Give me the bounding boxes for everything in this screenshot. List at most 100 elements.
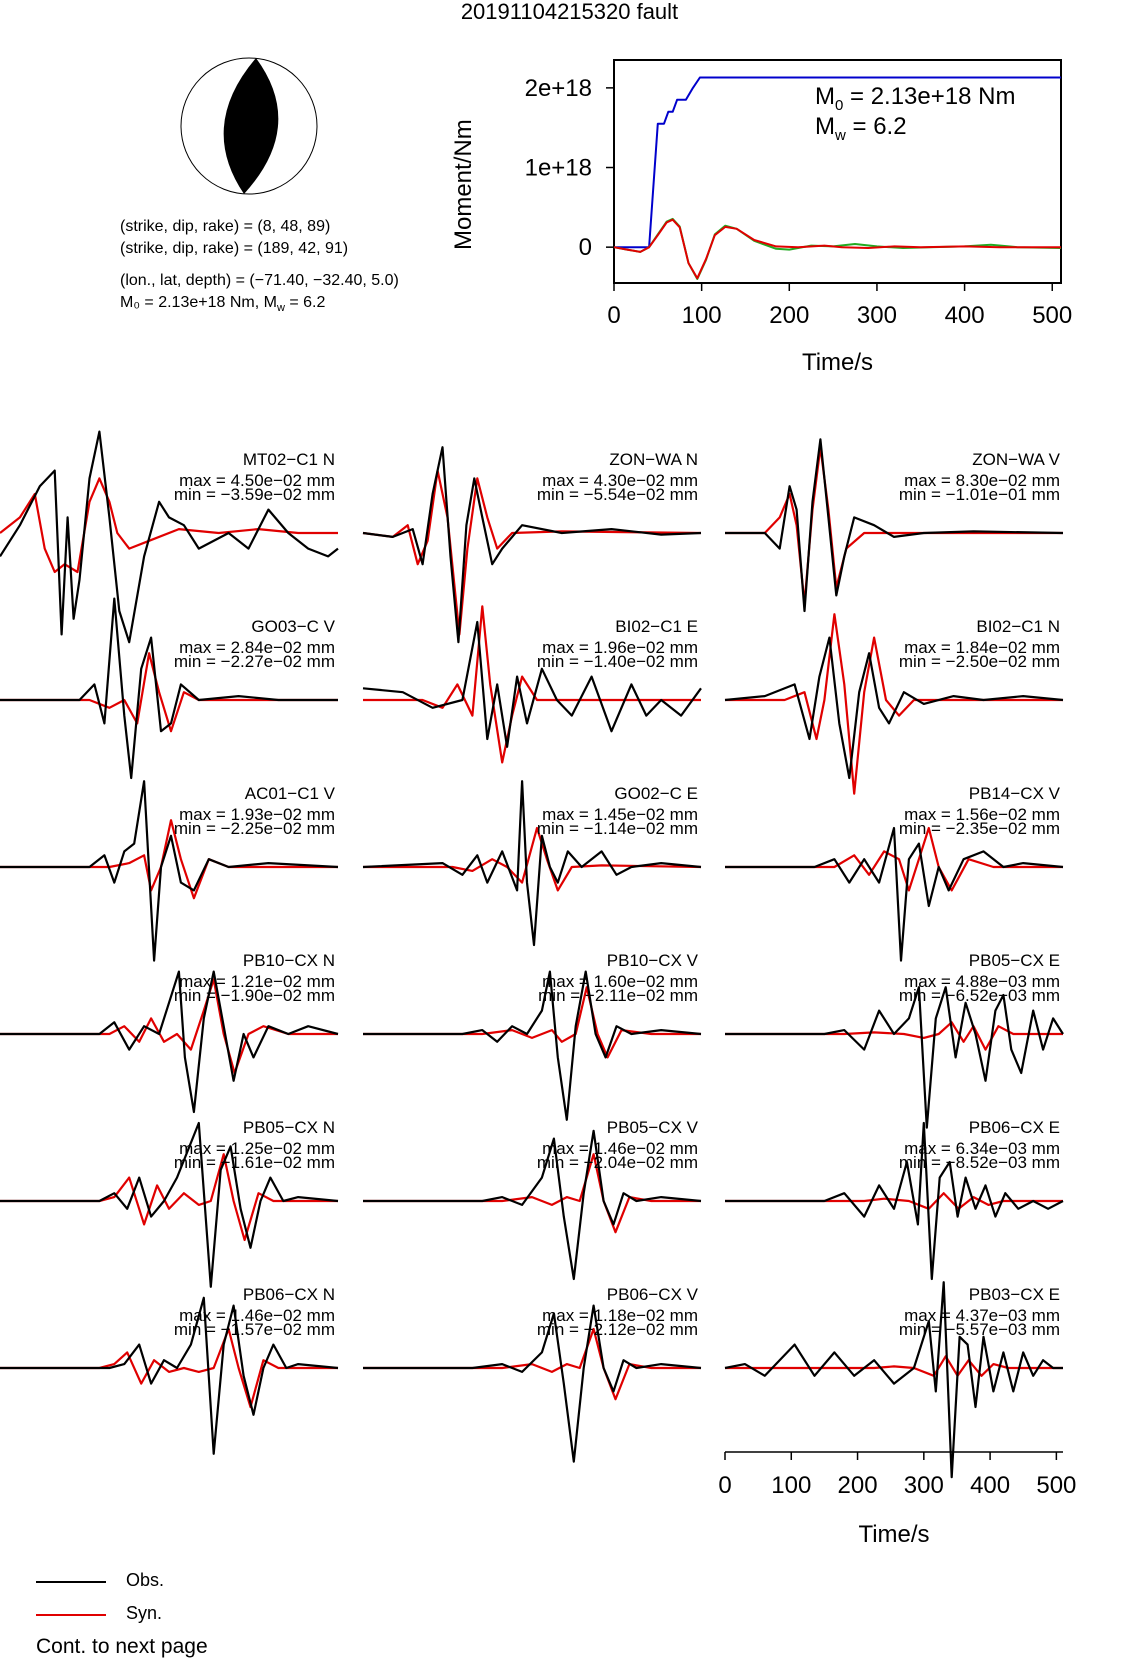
station-label: PB06−CX V: [607, 1285, 699, 1304]
focal-mechanism-beachball: [180, 57, 318, 195]
max-amplitude-label: max = 4.37e−03 mm: [904, 1306, 1060, 1325]
max-amplitude-label: max = 1.46e−02 mm: [542, 1139, 698, 1158]
stf-moment-rate-line-red: [613, 218, 1061, 280]
min-amplitude-label: min = −2.11e−02 mm: [538, 986, 698, 1005]
min-amplitude-label: min = −1.40e−02 mm: [537, 652, 698, 671]
station-label: PB10−CX V: [607, 951, 699, 970]
moment-rate-chart: 0 100 200 300 400 500 0 1e+18 2e+18 Time/s M0 = 2.…: [525, 59, 1072, 376]
observed-trace: [724, 636, 1064, 780]
min-amplitude-label: min = −2.25e−02 mm: [174, 819, 335, 838]
min-amplitude-label: min = −5.54e−02 mm: [537, 485, 698, 504]
m0-text: M₀ = 2.13e+18 Nm, M: [120, 294, 277, 311]
station-label: GO03−C V: [251, 617, 335, 636]
continue-note: Cont. to next page: [36, 1635, 208, 1658]
observed-trace: [725, 1121, 1064, 1281]
max-amplitude-label: max = 1.45e−02 mm: [542, 805, 698, 824]
min-amplitude-label: min = −5.57e−03 mm: [899, 1320, 1060, 1339]
station-label: GO02−C E: [614, 784, 698, 803]
max-amplitude-label: max = 6.34e−03 mm: [904, 1139, 1060, 1158]
station-label: AC01−C1 V: [245, 784, 336, 803]
stf-xtick-label: 200: [769, 302, 809, 329]
station-label: PB05−CX E: [969, 951, 1060, 970]
station-label: PB05−CX N: [243, 1118, 335, 1137]
synthetic-trace: [0, 1153, 338, 1242]
min-amplitude-label: min = −1.61e−02 mm: [174, 1153, 335, 1172]
min-amplitude-label: min = −8.52e−03 mm: [899, 1153, 1060, 1172]
station-label: PB03−CX E: [969, 1285, 1060, 1304]
synthetic-trace: [0, 652, 338, 733]
min-amplitude-label: min = −1.14e−02 mm: [537, 819, 698, 838]
observed-trace: [362, 780, 702, 947]
observed-trace: [0, 597, 338, 780]
observed-trace: [0, 970, 339, 1114]
stf-xtick-label: 0: [607, 302, 620, 329]
synthetic-trace: [725, 1355, 1063, 1377]
nodal-plane-1: (strike, dip, rake) = (8, 48, 89): [120, 218, 331, 235]
min-amplitude-label: min = −1.90e−02 mm: [174, 986, 335, 1005]
time-axis-tick-label: 0: [718, 1472, 731, 1499]
station-label: PB14−CX V: [969, 784, 1061, 803]
stf-ytick-label: 2e+18: [525, 75, 592, 102]
moment-magnitude-line: M₀ = 2.13e+18 Nm, Mw = 6.2: [120, 294, 325, 317]
nodal-plane-2: (strike, dip, rake) = (189, 42, 91): [120, 240, 349, 257]
stf-ytick-label: 1e+18: [525, 155, 592, 182]
min-amplitude-label: min = −6.52e−03 mm: [899, 986, 1060, 1005]
stf-plot-frame: [613, 59, 1062, 284]
stf-m0-annotation: M0 = 2.13e+18 Nm: [815, 83, 1015, 114]
observed-trace: [363, 1304, 702, 1463]
observed-trace: [724, 1281, 1063, 1479]
synthetic-trace: [0, 978, 338, 1075]
observed-trace: [0, 1121, 339, 1288]
time-axis-label: Time/s: [858, 1521, 929, 1548]
synthetic-trace: [725, 1021, 1063, 1051]
time-axis-tick-label: 300: [904, 1472, 944, 1499]
max-amplitude-label: max = 1.18e−02 mm: [542, 1306, 698, 1325]
max-amplitude-label: max = 1.96e−02 mm: [542, 638, 698, 657]
stf-xlabel: Time/s: [802, 349, 873, 376]
stf-ytick-label: 0: [579, 234, 592, 261]
synthetic-trace: [363, 1327, 701, 1401]
station-label: MT02−C1 N: [243, 450, 335, 469]
legend-obs-swatch: [36, 1581, 106, 1583]
max-amplitude-label: max = 1.21e−02 mm: [179, 972, 335, 991]
max-amplitude-label: max = 1.25e−02 mm: [179, 1139, 335, 1158]
observed-trace: [725, 438, 1064, 613]
max-amplitude-label: max = 4.50e−02 mm: [179, 471, 335, 490]
synthetic-trace: [0, 1327, 338, 1409]
max-amplitude-label: max = 4.88e−03 mm: [904, 972, 1060, 991]
station-label: ZON−WA N: [609, 450, 698, 469]
max-amplitude-label: max = 1.46e−02 mm: [179, 1306, 335, 1325]
time-axis-tick-label: 500: [1036, 1472, 1076, 1499]
stf-moment-rate-line-green: [613, 217, 1062, 280]
observed-trace: [0, 780, 339, 962]
min-amplitude-label: min = −1.01e−01 mm: [899, 485, 1060, 504]
min-amplitude-label: min = −3.59e−02 mm: [174, 485, 335, 504]
observed-trace: [362, 620, 702, 748]
observed-trace: [0, 1296, 339, 1455]
min-amplitude-label: min = −2.27e−02 mm: [174, 652, 335, 671]
synthetic-trace: [725, 613, 1063, 795]
legend-syn-swatch: [36, 1614, 106, 1616]
observed-trace: [363, 970, 702, 1121]
stf-ylabel: Moment/Nm: [450, 119, 477, 250]
station-label: PB10−CX N: [243, 951, 335, 970]
synthetic-trace: [725, 826, 1063, 892]
time-axis-tick-label: 400: [970, 1472, 1010, 1499]
mw-value: = 6.2: [284, 294, 326, 311]
observed-trace: [725, 826, 1064, 962]
time-axis-tick-label: 200: [838, 1472, 878, 1499]
